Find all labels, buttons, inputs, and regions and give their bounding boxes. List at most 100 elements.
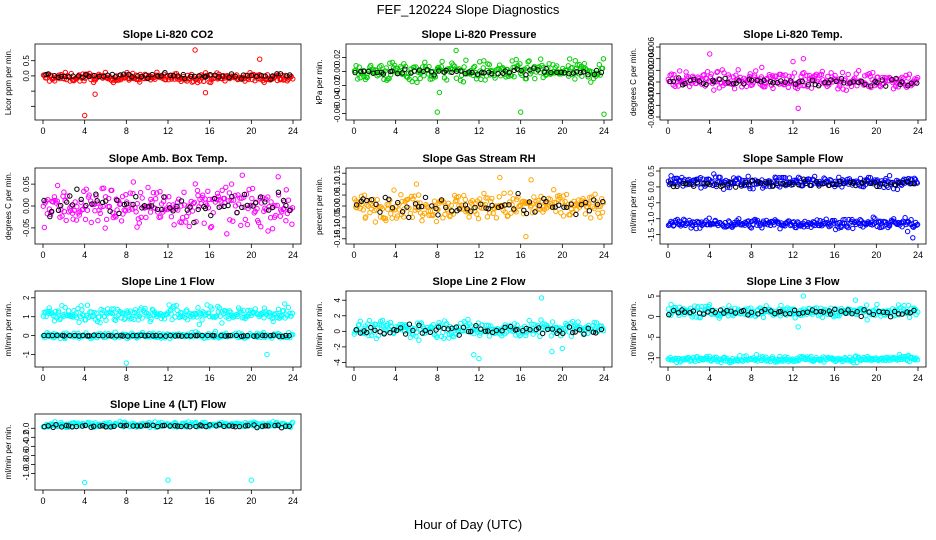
data-point-black: [456, 206, 462, 212]
data-point-black: [69, 202, 76, 208]
data-point: [798, 73, 804, 80]
data-point: [261, 79, 267, 86]
outlier-point: [707, 51, 713, 57]
data-point: [194, 187, 201, 194]
data-point-black: [712, 309, 718, 316]
data-point: [88, 219, 95, 226]
x-tick-label: 4: [707, 250, 712, 260]
data-point-black: [116, 210, 122, 217]
x-tick-label: 24: [288, 250, 298, 260]
y-tick-label: -0.004: [647, 93, 656, 116]
data-point: [74, 204, 80, 210]
data-point: [484, 214, 491, 220]
data-point-black: [506, 70, 512, 76]
data-point: [807, 176, 813, 183]
data-point: [433, 218, 440, 225]
data-point: [421, 73, 427, 79]
data-point-black: [149, 71, 155, 78]
outlier-point: [523, 233, 529, 240]
y-tick-label: -0.10: [333, 218, 342, 237]
data-point: [407, 334, 413, 341]
data-point-black: [449, 69, 455, 76]
data-point: [103, 317, 109, 323]
x-tick-label: 8: [435, 126, 440, 136]
panel-title: Slope Sample Flow: [743, 153, 844, 165]
data-point-black: [713, 181, 720, 188]
data-point: [677, 68, 683, 74]
data-point: [113, 214, 119, 220]
data-point: [230, 218, 236, 224]
data-point-black: [196, 73, 202, 79]
data-point-black: [191, 219, 197, 226]
data-point: [356, 322, 362, 328]
data-point: [914, 357, 921, 363]
data-point-black: [262, 199, 268, 205]
x-tick-label: 20: [557, 250, 567, 260]
data-point: [270, 318, 276, 325]
x-tick-label: 16: [205, 373, 215, 383]
data-point-black: [849, 311, 855, 317]
data-point: [517, 333, 523, 339]
data-point-black: [514, 326, 520, 333]
data-point: [249, 185, 256, 192]
data-point: [41, 224, 48, 231]
x-tick-label: 20: [246, 373, 256, 383]
data-point: [480, 65, 486, 71]
data-point: [277, 213, 283, 219]
data-point: [586, 200, 592, 206]
data-point: [773, 175, 779, 181]
data-point-black: [675, 310, 682, 316]
y-tick-label: -1.0: [647, 211, 656, 225]
data-point-black: [130, 201, 136, 208]
data-point: [207, 224, 214, 231]
data-point: [525, 59, 531, 65]
data-point-black: [211, 195, 218, 202]
x-tick-label: 24: [288, 373, 298, 383]
data-point-black: [203, 74, 209, 80]
panel-6: Slope Sample Flow ml/min per min. 0 4 8 12 16 2…: [629, 153, 927, 260]
data-point-black: [543, 198, 549, 205]
data-point: [572, 58, 578, 64]
data-point: [282, 301, 288, 307]
data-point: [814, 217, 820, 223]
data-point-black: [67, 193, 73, 199]
data-point-black: [70, 73, 76, 79]
data-point-black: [880, 309, 887, 315]
data-point: [551, 187, 557, 193]
data-point: [429, 325, 435, 331]
data-point-black: [858, 313, 864, 320]
data-point-black: [749, 178, 756, 184]
data-point-black: [805, 82, 811, 88]
data-point-black: [895, 311, 902, 317]
data-point: [96, 314, 102, 320]
data-point-black: [489, 202, 495, 209]
y-tick-label: -0.05: [22, 218, 31, 237]
data-point: [421, 210, 428, 217]
data-point-black: [572, 329, 578, 335]
data-point-black: [97, 423, 103, 429]
data-point: [512, 207, 518, 214]
data-point: [208, 223, 215, 230]
data-point-black: [50, 424, 56, 431]
data-point: [750, 80, 756, 86]
data-point: [112, 213, 118, 219]
panel-frame: [34, 290, 302, 368]
data-point-black: [225, 202, 231, 209]
data-point: [210, 210, 216, 216]
data-point: [455, 194, 462, 200]
data-point-black: [415, 204, 422, 210]
data-point: [802, 83, 808, 89]
data-point: [845, 224, 851, 231]
data-point: [813, 71, 819, 78]
data-point-black: [280, 197, 287, 204]
data-point-black: [253, 73, 260, 80]
data-point: [110, 214, 117, 221]
data-point-black: [469, 69, 475, 76]
data-point: [412, 207, 418, 213]
data-point: [503, 74, 509, 80]
data-point-black: [211, 333, 217, 339]
data-point-black: [725, 182, 731, 188]
data-point: [737, 176, 743, 182]
data-point: [862, 73, 868, 79]
data-point-black: [738, 183, 745, 189]
